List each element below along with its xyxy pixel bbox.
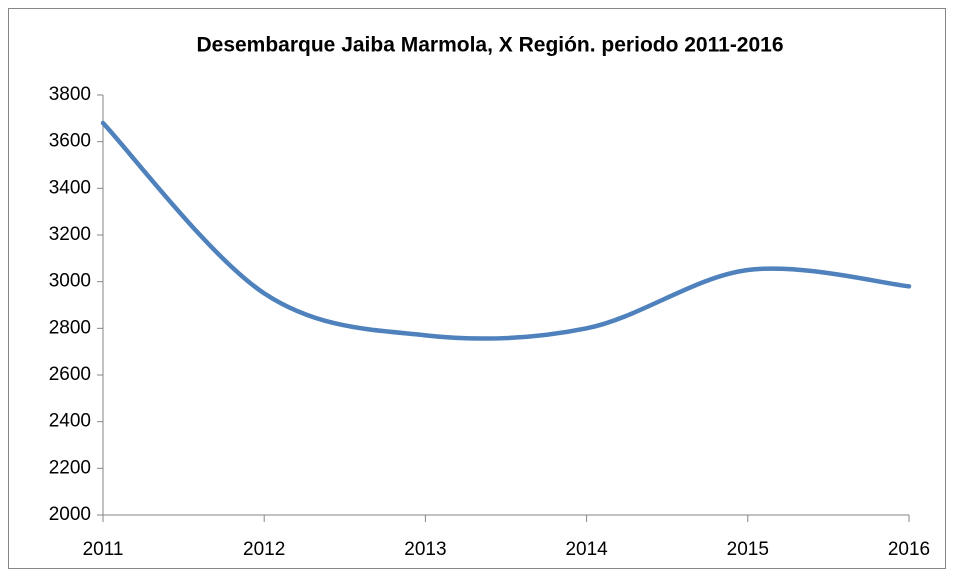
y-tick-label: 3000 (49, 271, 91, 292)
x-tick-label: 2011 (83, 539, 124, 560)
chart-title: Desembarque Jaiba Marmola, X Región. per… (196, 34, 783, 57)
x-tick-label: 2013 (404, 539, 446, 560)
x-tick-label: 2014 (565, 539, 608, 560)
y-tick-label: 2200 (49, 457, 91, 478)
chart-frame (8, 8, 946, 569)
line (100, 120, 912, 341)
x-tick-label: 2015 (727, 539, 769, 560)
y-tick-label: 3400 (49, 177, 91, 198)
y-tick-label: 3800 (49, 84, 91, 105)
y-tick-label: 2000 (49, 504, 91, 525)
y-tick-label: 3600 (49, 131, 91, 152)
y-tick-label: 2800 (49, 317, 91, 338)
y-tick-label: 2400 (49, 411, 91, 432)
x-tick-label: 2012 (243, 539, 285, 560)
y-tick-label: 3200 (49, 224, 91, 245)
x-tick-label: 2016 (888, 539, 930, 560)
y-tick-label: 2600 (49, 364, 91, 385)
